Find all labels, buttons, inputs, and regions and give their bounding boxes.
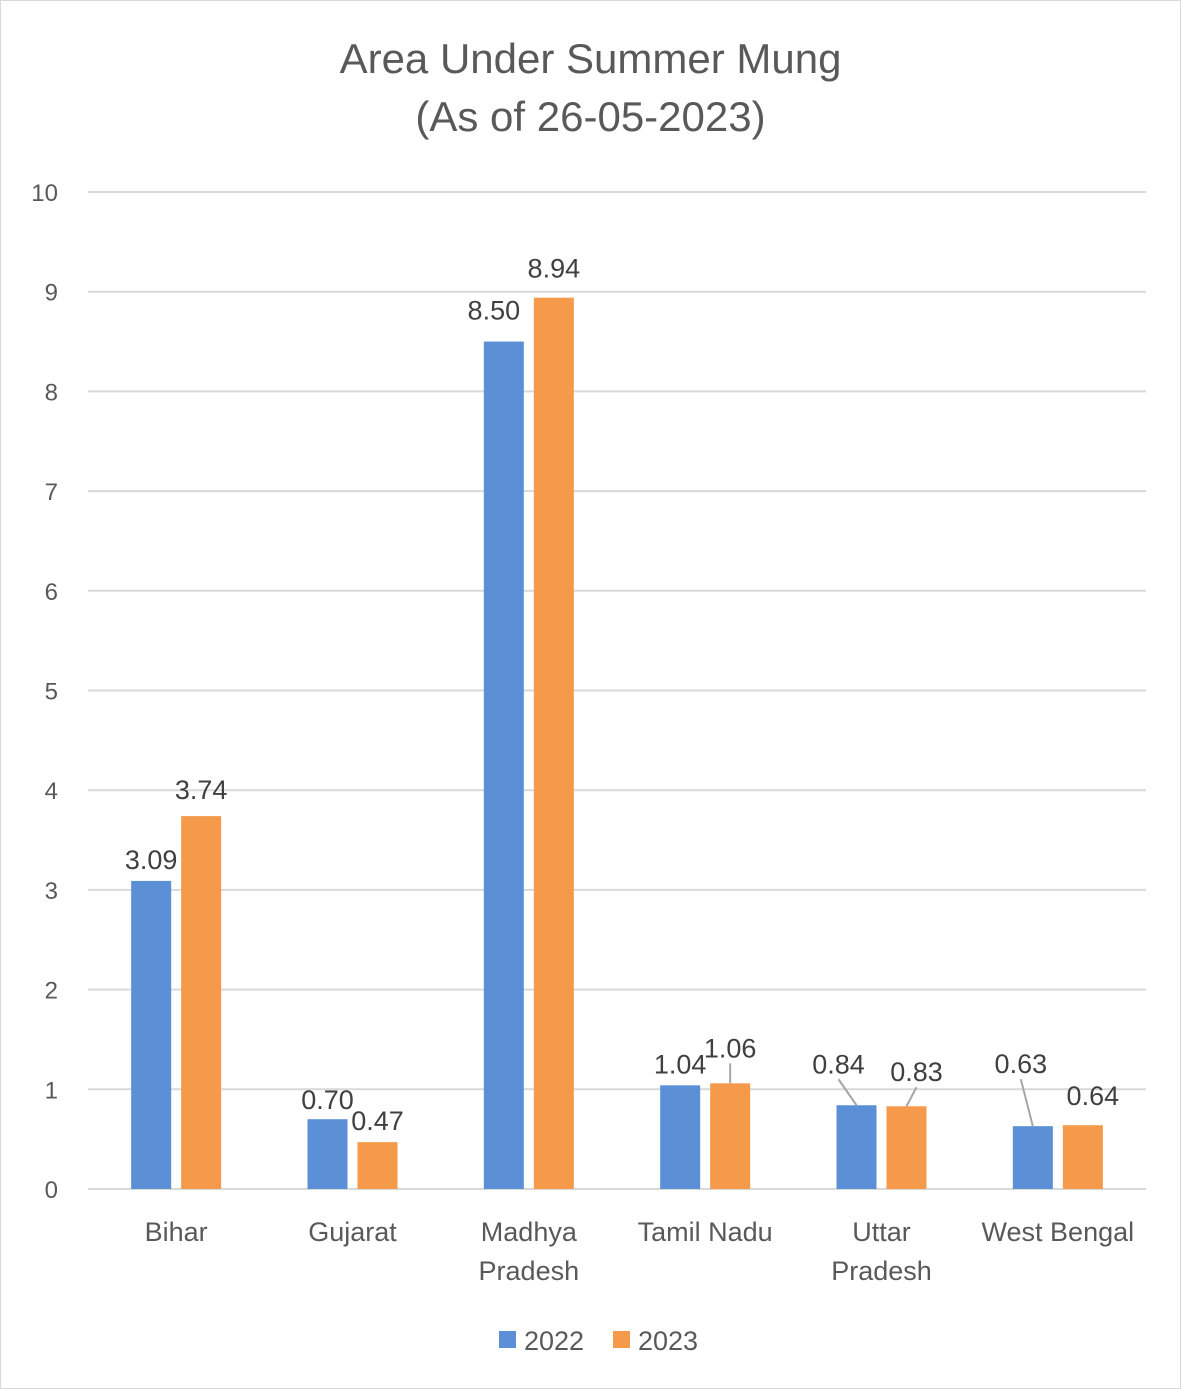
x-tick-label: Madhya Pradesh [479, 1217, 580, 1286]
data-label-2022: 1.04 [654, 1049, 707, 1079]
y-tick-label: 3 [45, 878, 58, 905]
x-tick-label: Uttar Pradesh [831, 1217, 932, 1286]
y-tick-label: 9 [45, 280, 58, 307]
bar-2023[interactable] [533, 297, 574, 1189]
x-tick-label-line: Pradesh [479, 1256, 580, 1286]
data-label-2022: 0.63 [995, 1049, 1048, 1079]
x-tick-label-line: Uttar [852, 1217, 911, 1247]
legend[interactable]: 2022 2023 [499, 1326, 698, 1356]
y-tick-label: 10 [31, 180, 58, 207]
bar-2022[interactable] [1012, 1126, 1053, 1189]
data-label-2022: 0.70 [301, 1085, 354, 1115]
data-labels: 3.09 3.74 0.700.47 8.508.94 1.041.06 0.84 0.83… [125, 254, 1119, 1136]
x-tick-label-line: Gujarat [308, 1217, 397, 1247]
data-label-2023: 3.74 [175, 775, 228, 805]
bar-2022[interactable] [660, 1085, 701, 1189]
data-label-2023: 8.94 [528, 254, 581, 284]
legend-swatch-2023[interactable] [613, 1331, 630, 1348]
x-tick-label: Gujarat [308, 1217, 397, 1247]
data-label-2022: 8.50 [468, 296, 521, 326]
y-tick-label: 6 [45, 579, 58, 606]
data-label-2022: 3.09 [125, 845, 178, 875]
bar-2023[interactable] [710, 1083, 751, 1189]
label-leader [837, 1078, 858, 1106]
y-tick-label: 7 [45, 479, 58, 506]
data-label-2023: 1.06 [704, 1033, 757, 1063]
data-label-2023: 0.64 [1067, 1081, 1120, 1111]
chart-subtitle: (As of 26-05-2023) [415, 93, 766, 140]
label-leader [1019, 1078, 1034, 1127]
x-tick-label: Bihar [145, 1217, 208, 1247]
chart-title: Area Under Summer Mung (As of 26-05-2023… [0, 30, 1181, 146]
bar-2022[interactable] [131, 880, 172, 1189]
legend-label-2023[interactable]: 2023 [638, 1326, 698, 1356]
x-tick-label-line: West Bengal [982, 1217, 1135, 1247]
data-label-2022: 0.84 [812, 1049, 865, 1079]
bar-2023[interactable] [357, 1142, 398, 1189]
bar-2022[interactable] [307, 1119, 348, 1189]
data-label-2023: 0.83 [890, 1057, 943, 1087]
x-axis-categories: Bihar Gujarat Madhya Pradesh Tamil Nadu Uttar… [145, 1217, 1134, 1286]
x-tick-label: West Bengal [982, 1217, 1135, 1247]
y-tick-label: 5 [45, 679, 58, 706]
bar-2023[interactable] [886, 1106, 927, 1189]
bar-2022[interactable] [483, 341, 524, 1189]
y-tick-label: 4 [45, 778, 58, 805]
data-label-2023: 0.47 [351, 1106, 404, 1136]
x-tick-label-line: Tamil Nadu [638, 1217, 773, 1247]
x-tick-label: Tamil Nadu [638, 1217, 773, 1247]
y-axis-ticks: 0 1 2 3 4 5 6 7 8 9 10 [31, 180, 58, 1204]
gridlines [88, 191, 1146, 1190]
x-tick-label-line: Bihar [145, 1217, 208, 1247]
legend-swatch-2022[interactable] [499, 1331, 516, 1348]
legend-label-2022[interactable]: 2022 [524, 1326, 584, 1356]
x-tick-label-line: Pradesh [831, 1256, 932, 1286]
bar-2023[interactable] [181, 816, 222, 1189]
y-tick-label: 8 [45, 379, 58, 406]
y-tick-label: 1 [45, 1077, 58, 1104]
bar-2022[interactable] [836, 1105, 877, 1189]
x-tick-label-line: Madhya [481, 1217, 578, 1247]
chart-title-line: Area Under Summer Mung [339, 35, 842, 82]
y-tick-label: 2 [45, 978, 58, 1005]
label-leaders [729, 1063, 1034, 1127]
bars [131, 297, 1103, 1189]
bar-2023[interactable] [1062, 1125, 1103, 1189]
label-leader [905, 1086, 918, 1107]
y-tick-label: 0 [45, 1177, 58, 1204]
